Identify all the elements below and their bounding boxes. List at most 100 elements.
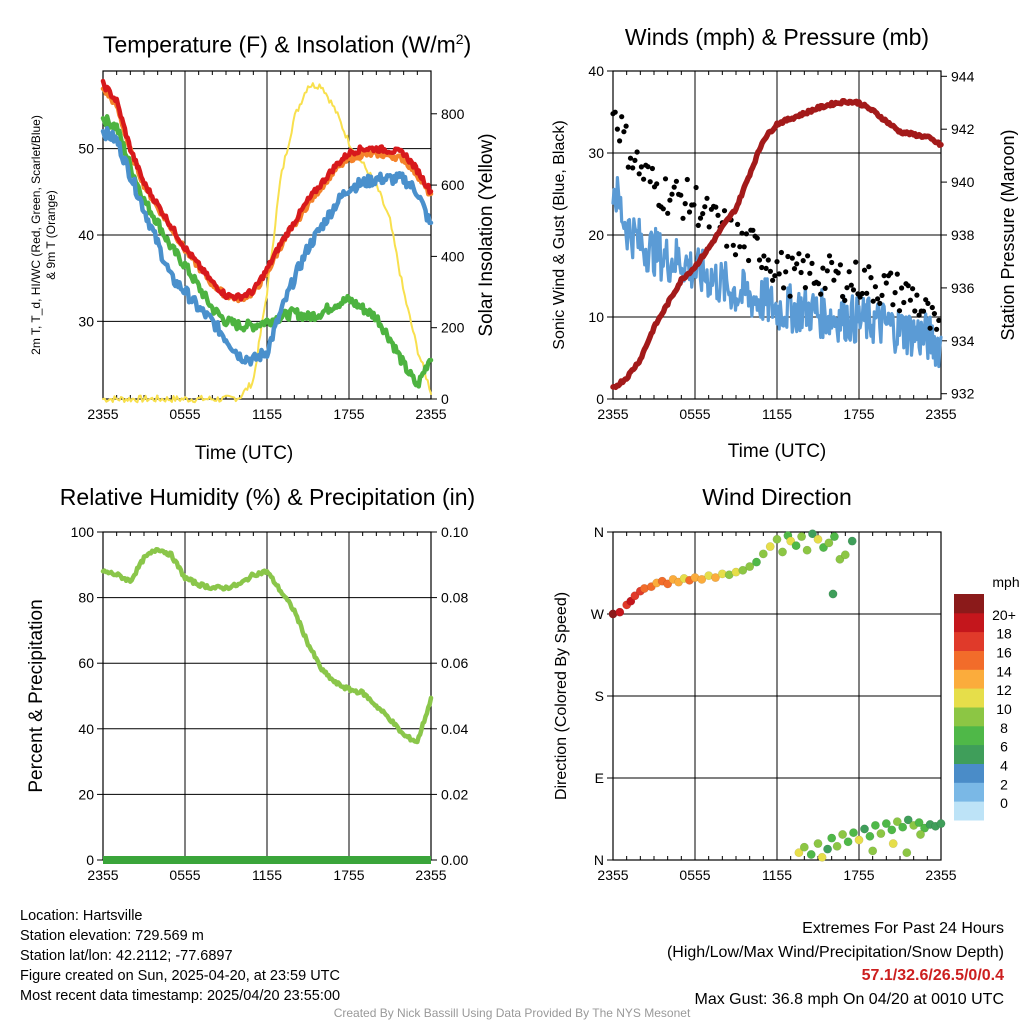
gust-point xyxy=(809,260,815,266)
colorbar-label: 18 xyxy=(996,626,1012,642)
wind-xtick-label: 2355 xyxy=(925,406,956,422)
gust-point xyxy=(846,269,852,275)
colorbar-swatch xyxy=(954,669,984,689)
gust-point xyxy=(794,261,800,267)
gust-point xyxy=(805,253,811,259)
gust-point xyxy=(848,282,854,288)
rh-y2tick-label: 0.06 xyxy=(441,655,468,671)
gust-point xyxy=(877,300,883,306)
gust-point xyxy=(907,297,914,303)
dir-xtick-label: 1755 xyxy=(843,867,874,883)
colorbar-swatch xyxy=(954,763,984,783)
gust-point xyxy=(826,253,833,259)
gust-point xyxy=(875,296,881,302)
rh-ytick-label: 80 xyxy=(78,590,94,606)
gust-point xyxy=(831,277,837,283)
direction-point xyxy=(840,550,850,560)
station-info: Location: Hartsville Station elevation: … xyxy=(20,906,340,1006)
gust-point xyxy=(693,184,699,191)
direction-point xyxy=(778,547,787,557)
gust-point xyxy=(785,253,791,260)
gust-point xyxy=(660,206,666,212)
colorbar-label: 4 xyxy=(1000,758,1008,774)
direction-point xyxy=(752,557,761,567)
direction-point xyxy=(765,542,775,552)
gust-point xyxy=(630,165,636,171)
gust-point xyxy=(802,285,809,291)
extremes-box: Extremes For Past 24 Hours (High/Low/Max… xyxy=(667,917,1004,1011)
temp-ytick-label: 50 xyxy=(78,141,94,157)
colorbar-label: 14 xyxy=(996,663,1012,679)
wind-xtick-label: 0555 xyxy=(679,406,710,422)
credit-text: Created By Nick Bassill Using Data Provi… xyxy=(333,1006,691,1020)
rh-y2tick-label: 0.08 xyxy=(441,590,468,606)
gust-point xyxy=(824,268,830,274)
gust-point xyxy=(737,244,743,250)
dir-ytick-label: E xyxy=(595,770,604,786)
direction-point xyxy=(829,532,839,542)
gust-point xyxy=(872,284,879,290)
wind-xtick-label: 1755 xyxy=(843,406,874,422)
gust-point xyxy=(619,114,625,120)
colorbar-swatch xyxy=(954,631,984,651)
rh-xtick-label: 1755 xyxy=(333,867,364,883)
extremes-heading: Extremes For Past 24 Hours xyxy=(802,920,1004,937)
temp-xtick-label: 0555 xyxy=(169,406,200,422)
gust-point xyxy=(759,264,765,271)
temp-xaxis-title: Time (UTC) xyxy=(195,443,294,464)
wind-xtick-label: 1155 xyxy=(762,406,792,422)
direction-point xyxy=(868,846,878,856)
direction-point xyxy=(838,830,848,839)
temp-yaxis-title-2: & 9m T (Orange) xyxy=(44,190,58,280)
gust-point xyxy=(934,326,940,332)
gust-point xyxy=(627,155,634,161)
wind-ytick-label: 10 xyxy=(588,309,604,325)
temp-ytick-label: 40 xyxy=(78,227,94,243)
gust-point xyxy=(800,258,806,264)
temp-xtick-label: 1155 xyxy=(252,406,282,422)
gust-point xyxy=(614,126,621,132)
gust-point xyxy=(859,290,865,297)
gust-point xyxy=(662,176,669,182)
direction-point xyxy=(828,589,838,599)
direction-point xyxy=(865,831,875,841)
hiwc-line xyxy=(100,125,434,367)
wind-y2tick-label: 936 xyxy=(951,280,975,296)
gust-point xyxy=(621,129,627,135)
gust-point xyxy=(850,287,857,293)
gust-point xyxy=(920,308,927,314)
gust-point xyxy=(767,268,774,274)
pressure-line xyxy=(610,97,944,391)
gust-point xyxy=(894,271,900,277)
dir-panel-title: Wind Direction xyxy=(702,484,852,510)
direction-point xyxy=(914,818,924,828)
colorbar-label: 8 xyxy=(1000,720,1008,736)
direction-point xyxy=(806,850,816,859)
gust-point xyxy=(754,235,760,241)
temp-y2tick-label: 400 xyxy=(441,248,465,264)
rh-y2tick-label: 0.02 xyxy=(441,786,468,802)
colorbar-swatch xyxy=(954,725,984,746)
dewpoint-line xyxy=(100,114,434,389)
rh-y2tick-label: 0.10 xyxy=(441,524,468,540)
direction-point xyxy=(813,534,823,544)
wind-yaxis-title: Sonic Wind & Gust (Blue, Black) xyxy=(551,120,568,349)
temp-y2tick-label: 0 xyxy=(441,391,449,407)
gust-point xyxy=(829,259,835,266)
rh-y2tick-label: 0.00 xyxy=(441,852,468,868)
gust-point xyxy=(787,293,793,299)
gust-point xyxy=(835,270,841,276)
dir-ytick-label: S xyxy=(595,688,604,704)
direction-point xyxy=(876,829,886,839)
direction-point xyxy=(794,848,804,858)
gust-point xyxy=(746,257,752,264)
wind-y2tick-label: 934 xyxy=(951,333,975,349)
direction-point xyxy=(745,562,755,572)
direction-point xyxy=(813,839,823,849)
wind-y2tick-label: 932 xyxy=(951,386,975,402)
rh-ytick-label: 20 xyxy=(78,786,94,802)
gust-point xyxy=(778,249,785,256)
gust-point xyxy=(931,311,938,317)
gust-point xyxy=(890,302,896,308)
